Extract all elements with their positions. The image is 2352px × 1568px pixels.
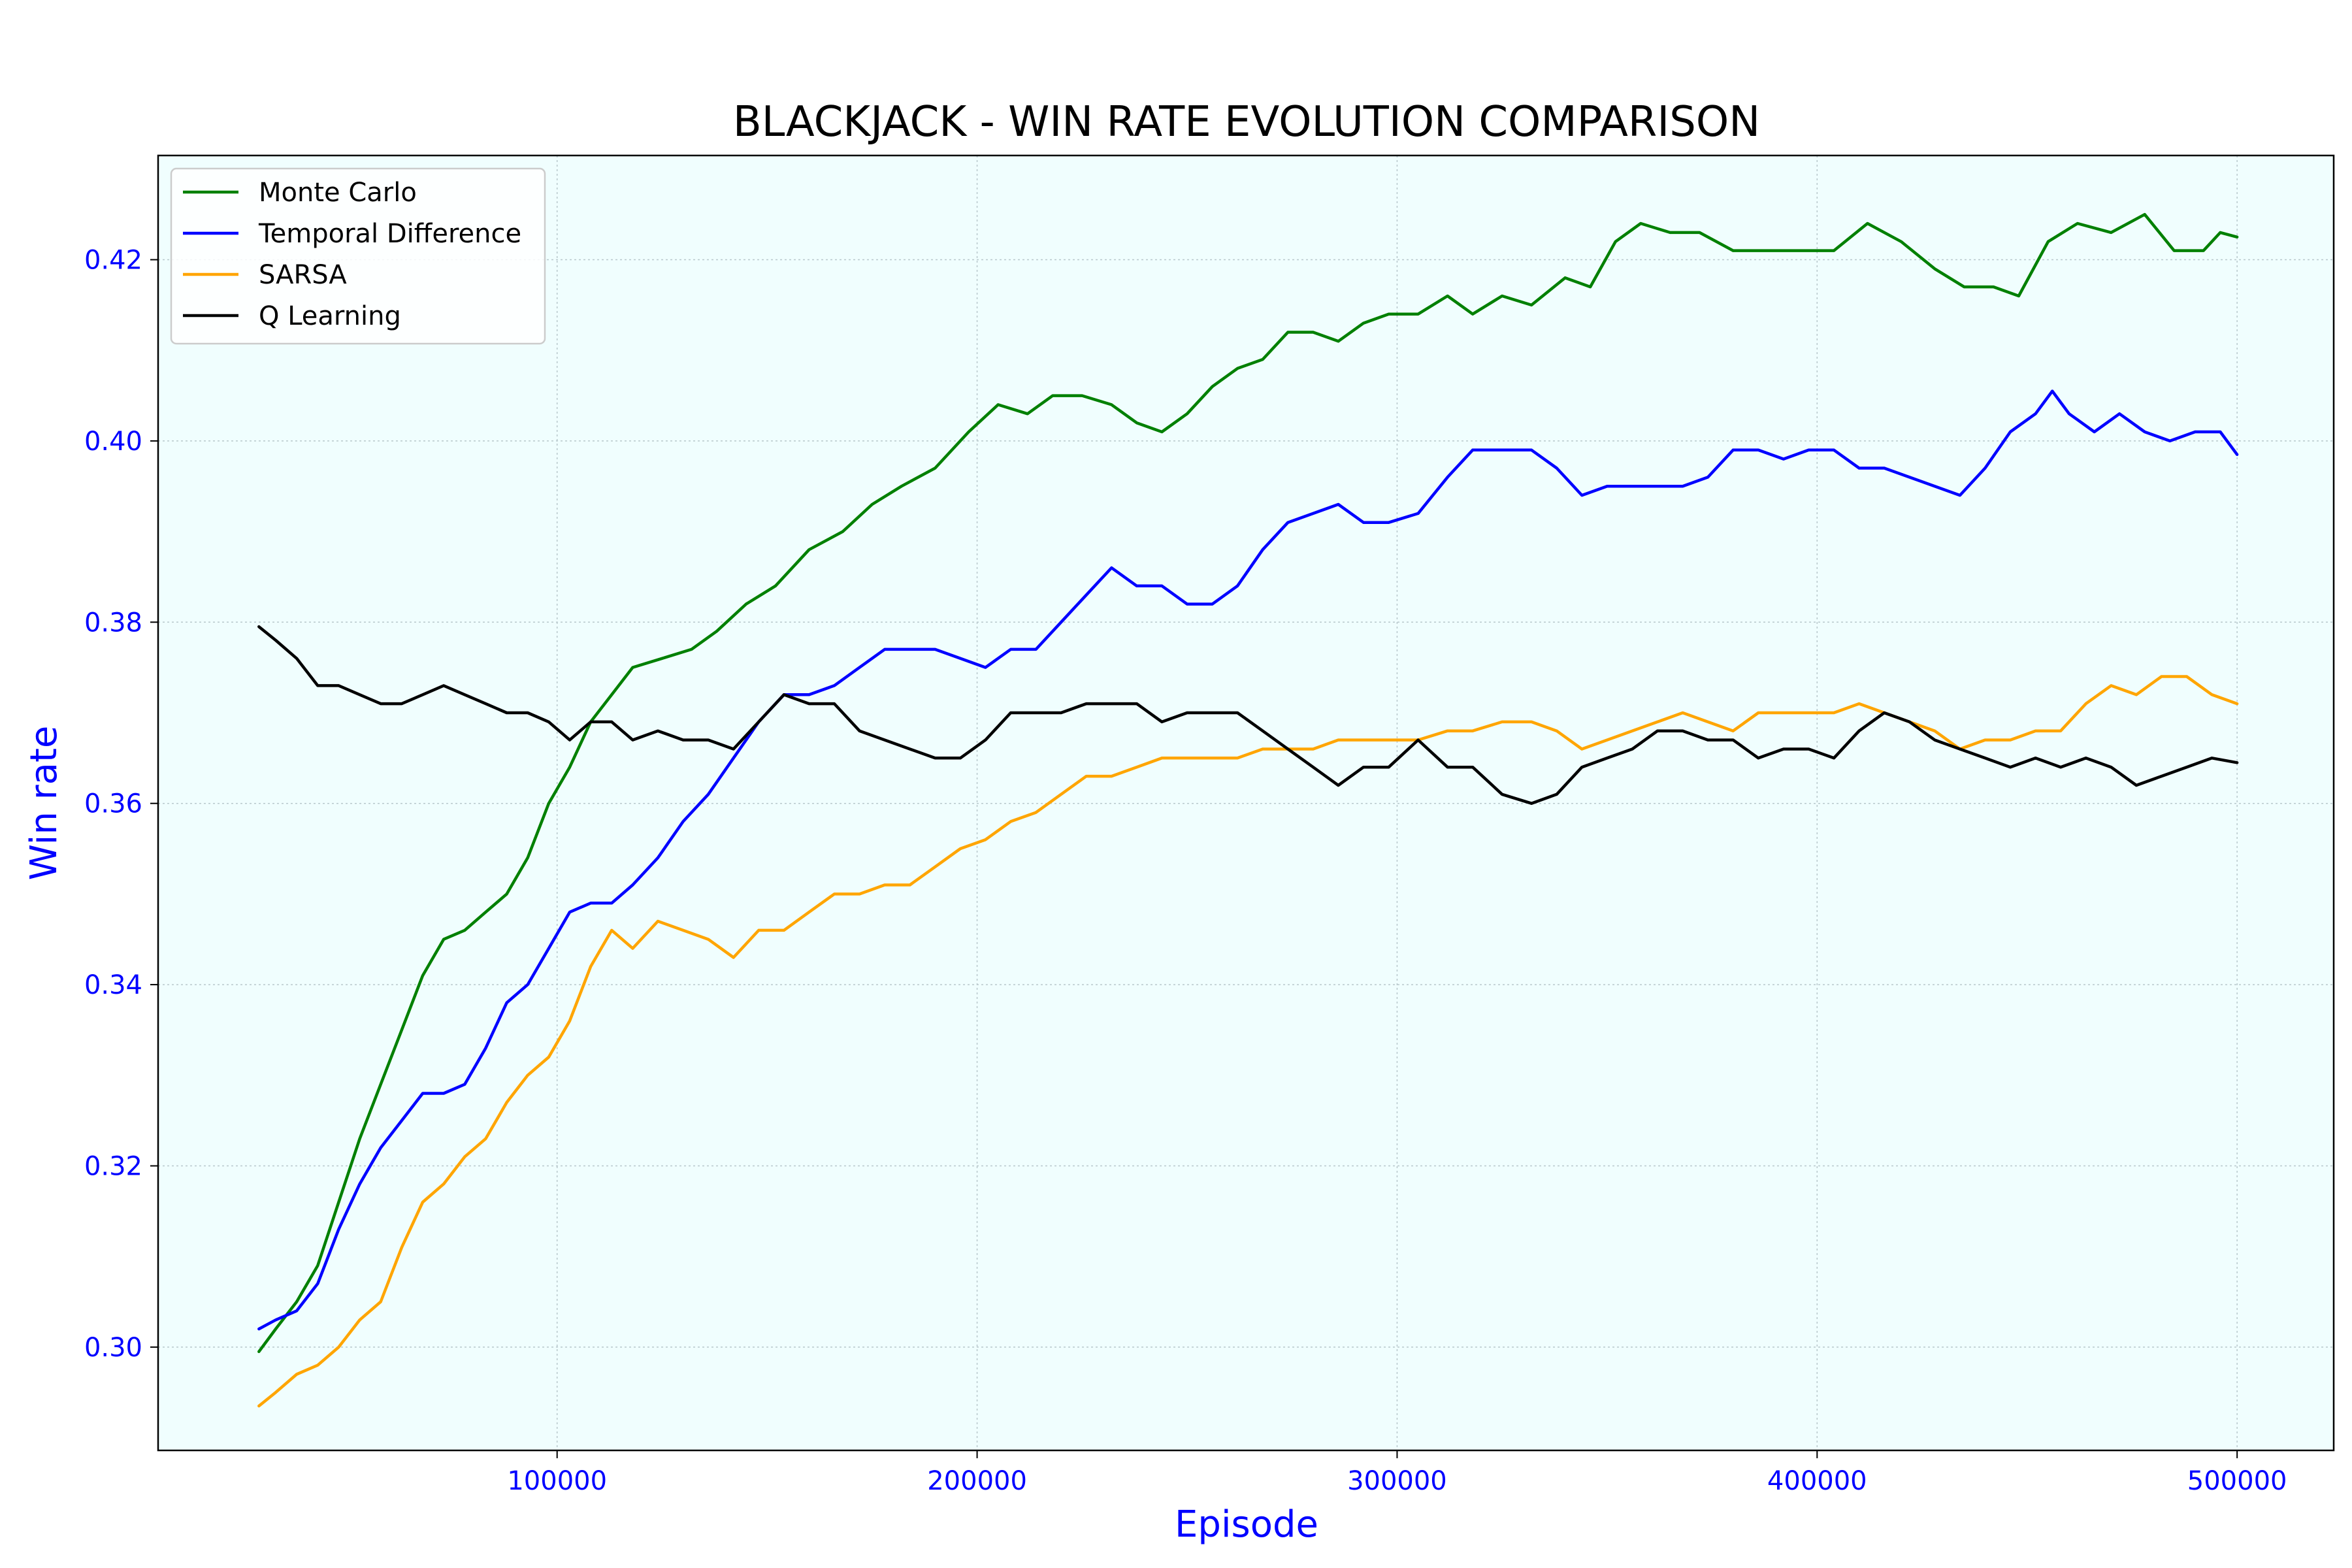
legend-label-monte-carlo: Monte Carlo: [259, 178, 417, 208]
legend-label-sarsa: SARSA: [259, 260, 347, 290]
x-tick-label: 100000: [507, 1466, 607, 1496]
legend-label-q-learning: Q Learning: [259, 301, 401, 331]
y-tick-label: 0.32: [84, 1151, 142, 1181]
x-tick-label: 500000: [2187, 1466, 2287, 1496]
series-line-temporal-difference: [257, 389, 2239, 1331]
chart-title: BLACKJACK - WIN RATE EVOLUTION COMPARISO…: [733, 98, 1760, 146]
y-axis-label: Win rate: [23, 726, 65, 881]
series-line-q-learning: [257, 625, 2239, 805]
legend: Monte Carlo Temporal Difference SARSA Q Lea…: [170, 167, 546, 345]
legend-label-temporal-difference: Temporal Difference: [258, 219, 521, 249]
series-lines: [257, 212, 2239, 1408]
y-tick-label: 0.42: [84, 246, 142, 276]
y-tick-label: 0.30: [84, 1333, 142, 1363]
y-tick-label: 0.38: [84, 608, 142, 638]
legend-box: [170, 167, 546, 345]
axis-ticks: 100000 200000 300000 400000 500000 0.30 0.32 0.…: [84, 246, 2287, 1496]
x-tick-label: 300000: [1347, 1466, 1447, 1496]
x-tick-label: 400000: [1767, 1466, 1867, 1496]
x-axis-label: Episode: [1175, 1503, 1318, 1546]
y-tick-label: 0.40: [84, 427, 142, 457]
y-tick-label: 0.36: [84, 789, 142, 819]
series-line-monte-carlo: [257, 212, 2239, 1354]
x-tick-label: 200000: [927, 1466, 1027, 1496]
y-tick-label: 0.34: [84, 970, 142, 1000]
